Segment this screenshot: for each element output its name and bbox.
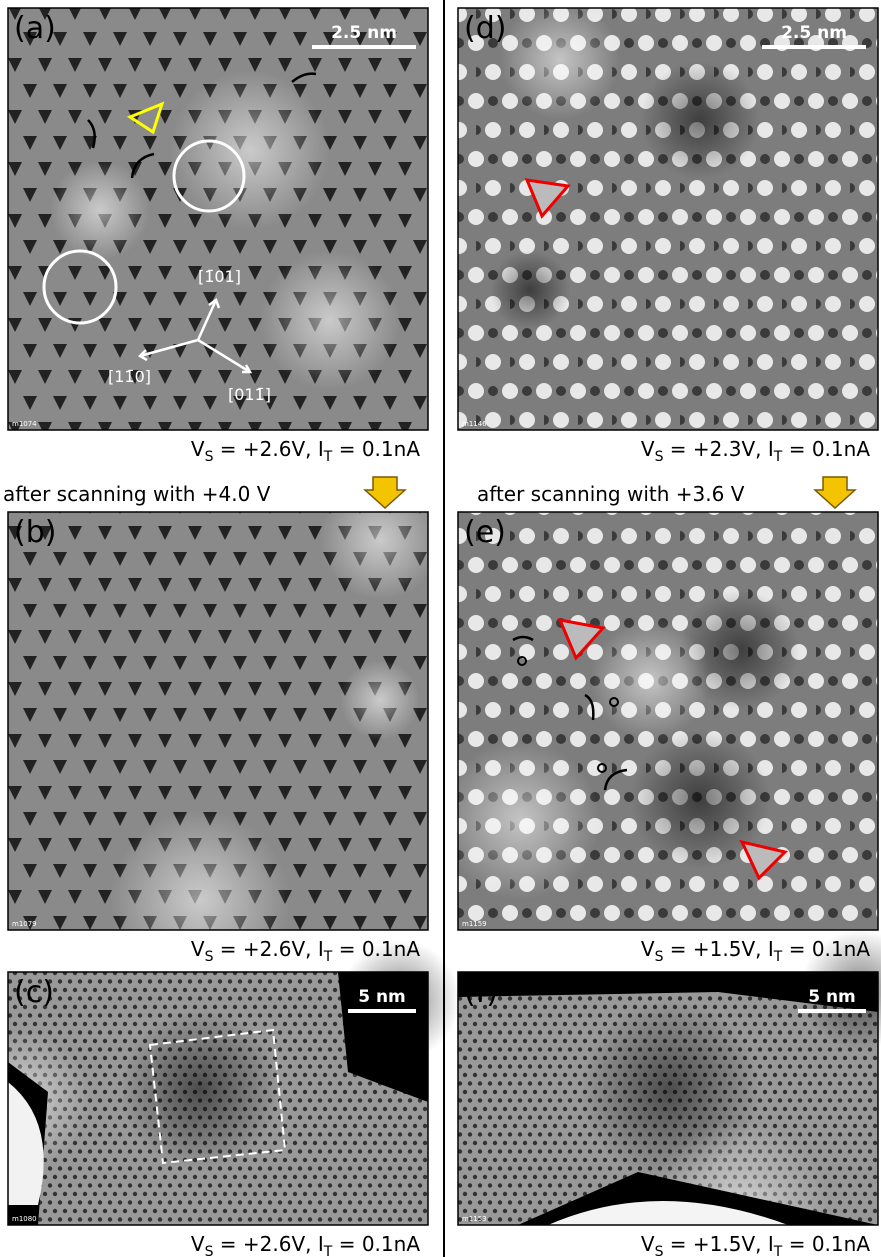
caption-part: = +2.6V, I [213, 1232, 323, 1256]
caption-subscript: S [205, 1244, 214, 1257]
stm-image [8, 480, 440, 990]
image-id: m1146 [462, 420, 487, 428]
caption-subscript: S [205, 949, 214, 965]
image-texture [490, 250, 570, 330]
caption-subscript: S [205, 449, 214, 465]
image-texture [110, 810, 290, 990]
caption-subscript: T [773, 1244, 783, 1257]
caption-subscript: T [323, 1244, 333, 1257]
image-texture [590, 620, 710, 740]
caption-part: = +1.5V, I [663, 1232, 773, 1256]
scale-bar [312, 45, 416, 49]
caption-part: = 0.1nA [782, 437, 870, 461]
scale-bar-label: 2.5 nm [781, 23, 847, 43]
caption-part: V [191, 1232, 205, 1256]
caption-part: = 0.1nA [332, 937, 420, 961]
caption-subscript: S [655, 449, 664, 465]
scale-bar-label: 5 nm [808, 987, 856, 1007]
image-texture [640, 60, 760, 180]
image-texture [260, 250, 400, 390]
scale-bar [348, 1009, 416, 1013]
transition-label: after scanning with +3.6 V [477, 482, 745, 506]
figure: (a)2.5 nmm1074VS = +2.6V, IT = 0.1nA(b)m… [0, 0, 881, 1257]
image-id: m1074 [12, 420, 37, 428]
caption-subscript: T [773, 949, 783, 965]
caption-part: = +2.6V, I [213, 437, 323, 461]
image-texture [500, 0, 620, 120]
panel-label: (a) [14, 11, 56, 46]
direction-label: [11̄0] [108, 367, 151, 386]
caption: VS = +2.6V, IT = 0.1nA [191, 937, 420, 965]
image-texture [440, 740, 600, 900]
caption-part: = +2.6V, I [213, 937, 323, 961]
caption-subscript: T [773, 449, 783, 465]
caption-part: = 0.1nA [782, 1232, 870, 1256]
image-id: m1153 [462, 1215, 487, 1223]
panel-label: (d) [464, 11, 506, 46]
caption-part: = 0.1nA [782, 937, 870, 961]
stm-image [440, 512, 878, 930]
direction-label: [011̄] [228, 385, 271, 404]
caption-part: = 0.1nA [332, 1232, 420, 1256]
scale-bar-label: 5 nm [358, 987, 406, 1007]
caption-part: V [641, 937, 655, 961]
caption: VS = +1.5V, IT = 0.1nA [641, 937, 870, 965]
scale-bar-label: 2.5 nm [331, 23, 397, 43]
panel-label: (c) [14, 975, 54, 1010]
image-texture [50, 160, 150, 260]
image-texture [340, 660, 420, 740]
caption: VS = +2.3V, IT = 0.1nA [641, 437, 870, 465]
caption-part: = +2.3V, I [663, 437, 773, 461]
image-id: m1080 [12, 1215, 37, 1223]
images [0, 0, 881, 1257]
caption-part: V [641, 437, 655, 461]
panel-label: (e) [464, 515, 506, 550]
caption: VS = +2.6V, IT = 0.1nA [191, 437, 420, 465]
caption-subscript: S [655, 1244, 664, 1257]
scale-bar [762, 45, 866, 49]
caption-part: = +1.5V, I [663, 937, 773, 961]
panel-label: (f) [464, 975, 498, 1010]
caption-part: V [641, 1232, 655, 1256]
caption-part: V [191, 437, 205, 461]
image-id: m1079 [12, 920, 37, 928]
transition-label: after scanning with +4.0 V [3, 482, 271, 506]
caption-part: = 0.1nA [332, 437, 420, 461]
scale-bar [798, 1009, 866, 1013]
image-id: m1159 [462, 920, 487, 928]
caption-subscript: T [323, 449, 333, 465]
stm-image [0, 940, 460, 1225]
caption-subscript: T [323, 949, 333, 965]
stm-image [8, 8, 428, 430]
caption: VS = +1.5V, IT = 0.1nA [641, 1232, 870, 1257]
image-texture [120, 1010, 280, 1170]
stm-image [458, 930, 881, 1257]
direction-label: [1̄01] [198, 267, 241, 286]
caption: VS = +2.6V, IT = 0.1nA [191, 1232, 420, 1257]
panel-label: (b) [14, 515, 56, 550]
caption-subscript: S [655, 949, 664, 965]
caption-part: V [191, 937, 205, 961]
stm-image [458, 0, 878, 430]
